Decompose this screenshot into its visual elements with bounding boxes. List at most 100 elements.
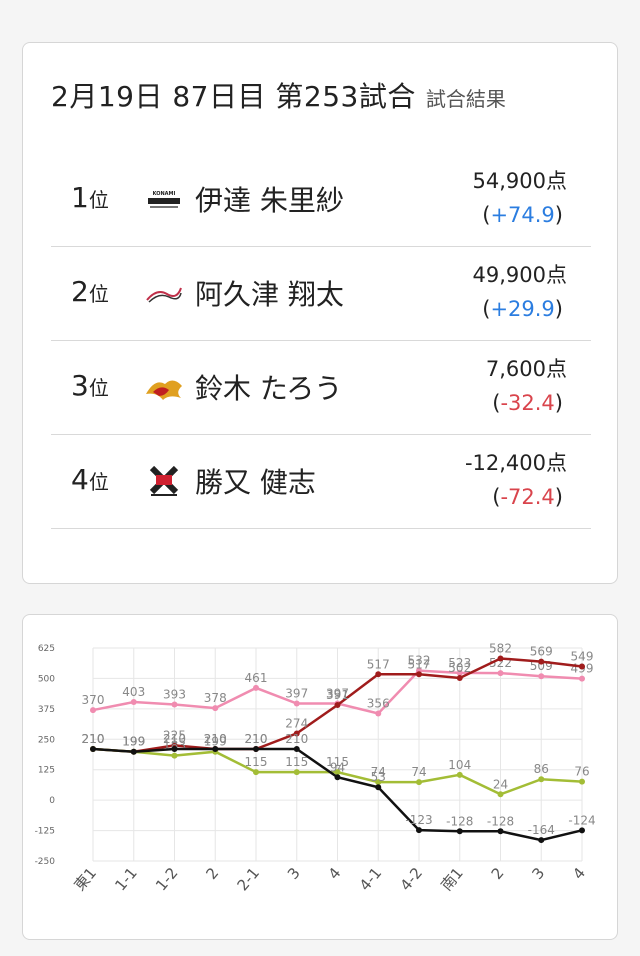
data-point [334, 769, 341, 776]
data-label: 549 [571, 650, 594, 664]
data-point [497, 791, 504, 798]
data-point [579, 778, 585, 785]
data-label: 199 [122, 735, 145, 749]
data-label: 210 [204, 732, 227, 746]
data-label: 53 [371, 770, 386, 784]
data-label: 210 [245, 732, 268, 746]
data-point [171, 746, 178, 753]
x-tick-label: 南1 [437, 864, 467, 894]
rank: 4位 [71, 463, 109, 496]
data-point [456, 828, 463, 835]
data-point [579, 663, 585, 670]
x-tick-label: 3 [528, 864, 548, 883]
x-tick-label: 4-1 [356, 864, 386, 894]
data-label: 74 [371, 765, 386, 779]
data-label: 397 [285, 687, 308, 701]
match-header: 2月19日 87日目 第253試合 試合結果 [51, 75, 506, 115]
x-tick-label: 2 [202, 864, 222, 883]
score: 7,600点 [485, 357, 567, 381]
data-point [497, 670, 504, 677]
data-label: 517 [408, 657, 431, 671]
y-tick-label: 0 [49, 796, 55, 806]
data-point [90, 707, 96, 714]
data-point [579, 827, 585, 834]
data-label: 378 [204, 691, 227, 705]
point-delta: (+29.9) [482, 297, 563, 321]
data-point [456, 669, 463, 676]
point-delta: (+74.9) [482, 203, 563, 227]
data-label: 24 [493, 777, 508, 791]
data-point [375, 779, 382, 786]
x-tick-label: 1-2 [152, 864, 182, 894]
player-name: 阿久津 翔太 [195, 278, 344, 311]
y-tick-label: 625 [38, 644, 55, 654]
score: 54,900点 [472, 169, 567, 193]
data-point [253, 769, 259, 776]
data-label: -164 [528, 823, 555, 837]
data-label: 94 [330, 760, 345, 774]
result-row: 1位 KONAMI 伊達 朱里紗 54,900点 (+74.9) [51, 153, 591, 247]
data-point [538, 673, 545, 680]
x-tick-label: 4 [325, 864, 345, 883]
match-title: 2月19日 87日目 第253試合 [51, 80, 416, 113]
data-label: -128 [446, 814, 473, 828]
data-label: 104 [448, 758, 471, 772]
data-point [130, 699, 137, 706]
data-label: 210 [285, 732, 308, 746]
x-tick-label: 4-2 [397, 864, 427, 894]
data-label: 199 [122, 735, 145, 749]
data-label: 74 [411, 765, 426, 779]
score: 49,900点 [472, 263, 567, 287]
point-delta: (-32.4) [492, 391, 563, 415]
data-point [375, 784, 382, 791]
data-point [212, 746, 219, 753]
phoenix-logo-icon [146, 380, 182, 400]
data-label: 199 [122, 735, 145, 749]
data-point [416, 671, 422, 678]
data-label: 86 [534, 762, 549, 776]
result-row: 2位 阿久津 翔太 49,900点 (+29.9) [51, 247, 591, 341]
data-label: 210 [82, 732, 105, 746]
data-label: 370 [82, 693, 105, 707]
data-point [334, 701, 341, 708]
data-label: 517 [367, 657, 390, 671]
chart-card: 625 500 375 250 125 0 -125 -250 東1 1-1 1-2 2 2-1 3 4 4-… [22, 614, 618, 940]
x-tick-label: 3 [284, 864, 304, 883]
data-label: 210 [204, 732, 227, 746]
x-tick-label: 1-1 [111, 864, 141, 894]
player-name: 鈴木 たろう [195, 372, 343, 405]
svg-text:KONAMI: KONAMI [153, 191, 176, 197]
data-point [293, 700, 300, 707]
data-point [293, 769, 300, 776]
data-point [538, 776, 545, 783]
player-name: 勝又 健志 [195, 466, 316, 499]
y-tick-label: -250 [35, 857, 56, 867]
data-label: 76 [574, 765, 589, 779]
point-delta: (-72.4) [492, 485, 563, 509]
data-point [90, 746, 96, 753]
data-label: 225 [163, 728, 186, 742]
result-row: 4位 勝又 健志 -12,400点 (-72.4) [51, 435, 591, 529]
data-point [497, 655, 504, 662]
x-tick-label: 2-1 [234, 864, 264, 894]
fujisankan-logo-icon [149, 466, 179, 496]
data-label: 199 [204, 735, 227, 749]
results-list: 1位 KONAMI 伊達 朱里紗 54,900点 (+74.9) 2位 阿久津 … [51, 153, 591, 529]
data-label: 532 [408, 654, 431, 668]
rank: 1位 [71, 181, 109, 214]
data-label: 569 [530, 645, 553, 659]
data-label: 391 [326, 688, 349, 702]
data-point [456, 674, 463, 681]
data-point [171, 701, 178, 708]
data-point [375, 710, 382, 717]
result-card: 2月19日 87日目 第253試合 試合結果 1位 KONAMI 伊達 朱里紗 5… [22, 42, 618, 584]
x-tick-label: 4 [569, 864, 589, 883]
data-label: 115 [245, 755, 268, 769]
y-tick-label: 250 [38, 735, 55, 745]
data-label: 210 [82, 732, 105, 746]
x-tick-label: 東1 [70, 864, 100, 894]
player-name: 伊達 朱里紗 [195, 184, 344, 217]
data-point [538, 837, 545, 844]
y-tick-label: 125 [38, 766, 55, 776]
data-label: 115 [326, 755, 349, 769]
